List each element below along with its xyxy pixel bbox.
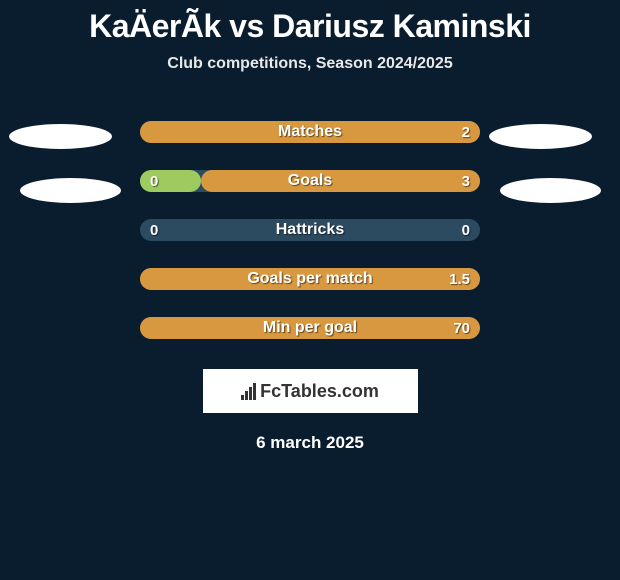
- stat-value-right: 1.5: [449, 268, 470, 290]
- stat-row: Min per goal70: [140, 317, 480, 339]
- stat-label: Hattricks: [140, 219, 480, 241]
- stat-value-right: 2: [462, 121, 470, 143]
- stat-value-left: 0: [150, 170, 158, 192]
- branding-badge: FcTables.com: [203, 369, 418, 413]
- stat-value-left: 0: [150, 219, 158, 241]
- stat-row: Goals0 3: [140, 170, 480, 192]
- stat-value-right: 70: [453, 317, 470, 339]
- bar-chart-icon: [241, 382, 256, 400]
- stat-row: Goals per match1.5: [140, 268, 480, 290]
- stat-label: Min per goal: [140, 317, 480, 339]
- page-subtitle: Club competitions, Season 2024/2025: [0, 55, 620, 73]
- page-title: KaÄerÃk vs Dariusz Kaminski: [0, 0, 620, 45]
- page-root: KaÄerÃk vs Dariusz Kaminski Club competi…: [0, 0, 620, 580]
- decor-ellipse: [500, 178, 601, 203]
- stat-label: Goals per match: [140, 268, 480, 290]
- stat-label: Matches: [140, 121, 480, 143]
- branding-text: FcTables.com: [260, 381, 379, 402]
- stat-row: Hattricks0 0: [140, 219, 480, 241]
- decor-ellipse: [20, 178, 121, 203]
- decor-ellipse: [9, 124, 112, 149]
- stats-container: Matches2Goals03Hattricks00Goals per matc…: [0, 121, 620, 339]
- stat-value-right: 3: [462, 170, 470, 192]
- stat-value-right: 0: [462, 219, 470, 241]
- stat-row: Matches2: [140, 121, 480, 143]
- date-text: 6 march 2025: [0, 433, 620, 453]
- stat-label: Goals: [140, 170, 480, 192]
- decor-ellipse: [489, 124, 592, 149]
